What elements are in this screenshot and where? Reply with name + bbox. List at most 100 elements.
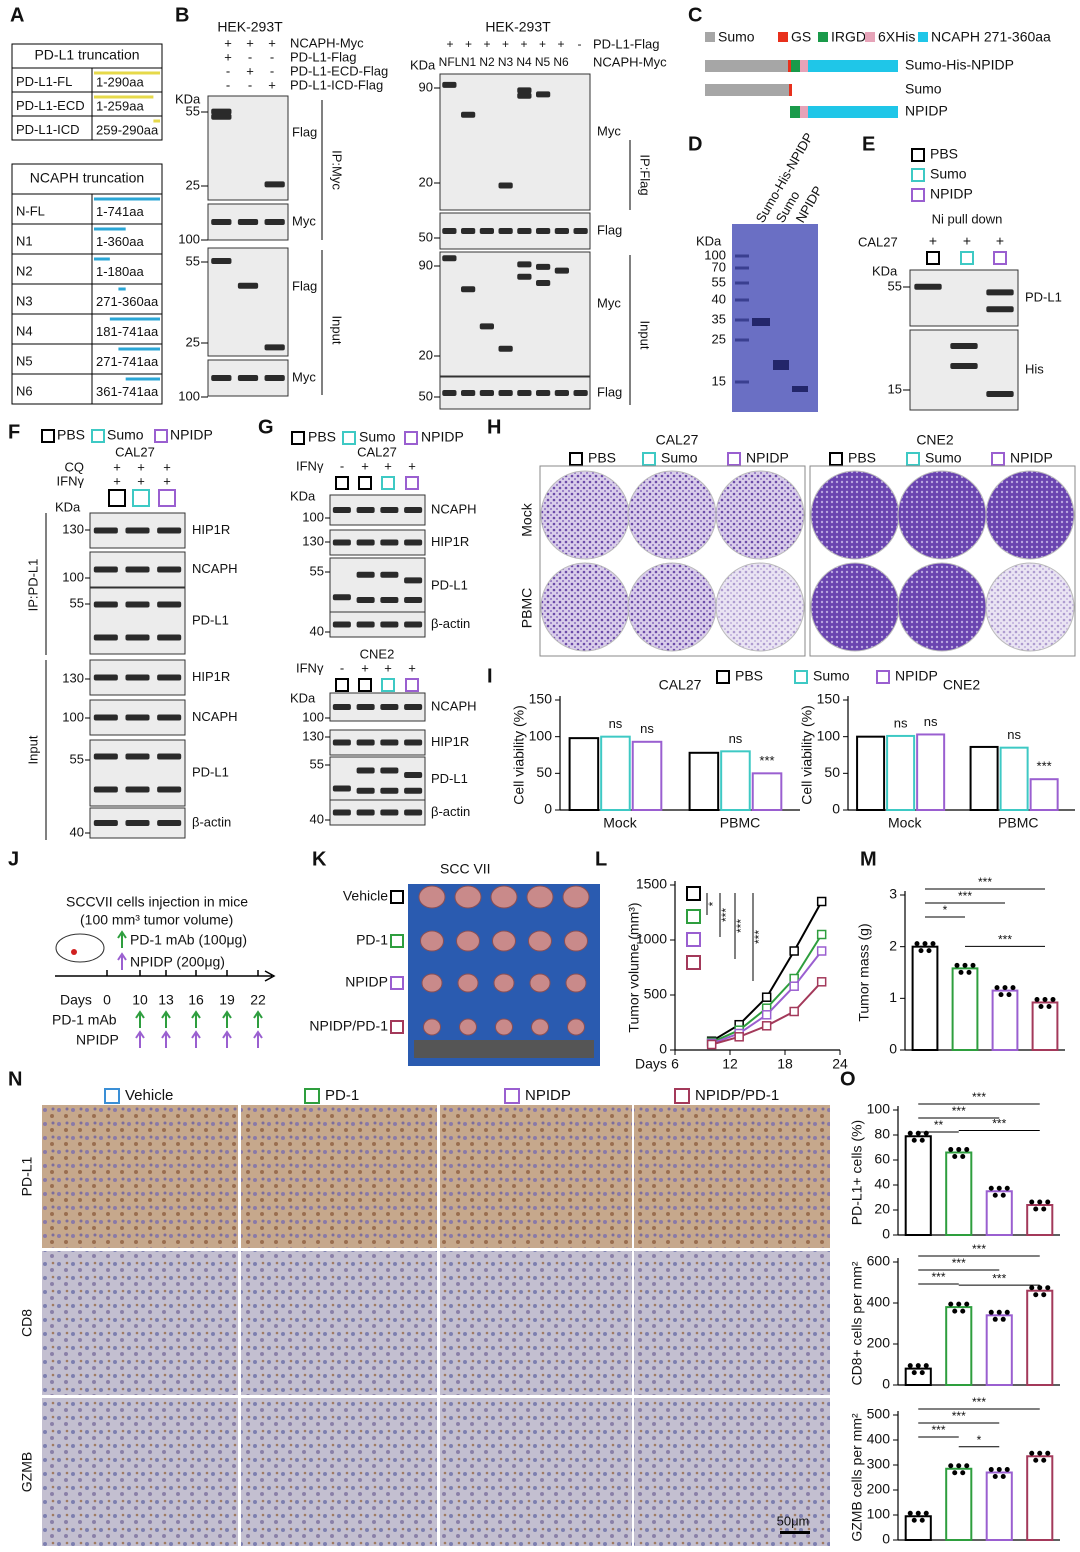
micrograph [634, 1105, 830, 1248]
y-tick-label: 500 [867, 1406, 891, 1422]
blot-band [157, 527, 182, 534]
panel-label: J [8, 848, 19, 870]
blot-band [986, 306, 1014, 313]
y-tick-label: 1500 [636, 876, 667, 892]
label: PBS [848, 450, 876, 466]
significance-label: ns [729, 731, 743, 746]
bar [631, 740, 663, 811]
legend-swatch [104, 1088, 120, 1104]
panel-label: N [8, 1068, 22, 1090]
x-tick-label: 12 [722, 1056, 738, 1072]
blot-band [125, 714, 150, 721]
y-tick-label: 200 [867, 1335, 891, 1351]
construct-segment [808, 60, 898, 72]
label: PD-1 [325, 1087, 359, 1104]
construct-segment [808, 106, 898, 118]
label: + [113, 473, 121, 488]
data-dot [956, 1147, 962, 1152]
label: CNE2 [360, 646, 395, 661]
culture-well [715, 562, 805, 652]
label: NPIDP [930, 186, 973, 202]
label: + [113, 459, 121, 474]
significance-label: * [943, 903, 948, 917]
y-axis-label: PD-L1+ cells (%) [849, 1120, 865, 1225]
label: Flag [597, 222, 622, 237]
legend-swatch [716, 670, 730, 684]
label: β-actin [431, 616, 470, 631]
legend-swatch [108, 489, 126, 507]
blot-band [211, 375, 232, 381]
label: 25 [712, 331, 726, 346]
label: NPIDP [525, 1087, 571, 1104]
label: 22 [250, 992, 266, 1008]
label: 15 [712, 373, 726, 388]
data-dot [964, 1147, 970, 1152]
y-axis-label: Cell viability (%) [799, 705, 815, 805]
label: 50 [419, 388, 433, 403]
y-tick-label: 100 [529, 727, 553, 743]
blot-band [380, 739, 399, 746]
label: 55 [310, 563, 324, 578]
legend-swatch [41, 429, 55, 443]
label: NPIDP [421, 429, 464, 445]
blot-band [479, 323, 494, 330]
x-tick-label: 6 [671, 1056, 679, 1072]
label: - [226, 63, 230, 78]
legend-swatch [865, 32, 875, 42]
blot-band [517, 92, 532, 99]
micrograph [42, 1398, 238, 1546]
label: GZMB [19, 1452, 35, 1492]
label: Sumo [661, 450, 698, 466]
blot-band [332, 704, 351, 710]
blot-band [157, 601, 182, 608]
blot-band [356, 507, 375, 513]
data-dot [948, 1301, 954, 1307]
data-dot [915, 1363, 921, 1369]
blot-band [517, 390, 532, 396]
blot-band [157, 566, 182, 573]
culture-well [985, 562, 1075, 652]
label: Days [60, 992, 92, 1008]
label: + [384, 458, 392, 473]
bar [720, 750, 751, 811]
data-dot [914, 941, 920, 947]
gel-band [735, 298, 749, 302]
blot-band [404, 507, 423, 513]
y-tick-label: 0 [659, 1041, 667, 1057]
significance-label: ns [609, 716, 623, 731]
data-dot [911, 1517, 917, 1523]
blot-band [461, 111, 476, 118]
label: PD-L1 truncation [34, 47, 139, 63]
blot-band [536, 228, 551, 234]
x-tick-label: Mock [888, 815, 922, 831]
construct-segment [800, 106, 808, 118]
label: N3 [498, 55, 514, 69]
label: PD-L1 [192, 764, 229, 779]
significance-label: *** [759, 753, 774, 768]
significance-label: *** [952, 1409, 966, 1423]
timeline [55, 970, 276, 982]
point [761, 992, 772, 1002]
label: PD-L1-ECD-Flag [290, 63, 388, 78]
tumor [454, 885, 482, 909]
x-tick-label: 24 [832, 1056, 848, 1072]
arrow [135, 1030, 145, 1048]
label: Myc [292, 213, 316, 228]
label: NPIDP [170, 427, 213, 443]
legend-swatch [381, 476, 395, 490]
bar [904, 1515, 932, 1541]
legend-swatch [911, 188, 925, 202]
data-dot [948, 1147, 954, 1152]
bar [916, 733, 946, 812]
bar [904, 1367, 932, 1386]
y-axis-label: CD8+ cells per mm² [849, 1261, 865, 1385]
label: CAL27 [357, 444, 397, 459]
blot-band [404, 577, 423, 584]
significance-label: *** [952, 1256, 966, 1270]
data-dot [919, 1137, 925, 1143]
blot-band [380, 621, 399, 628]
x-tick-label: Mock [603, 815, 637, 831]
blot-band [442, 255, 457, 262]
legend-swatch [918, 32, 928, 42]
panel-label: H [487, 416, 501, 438]
